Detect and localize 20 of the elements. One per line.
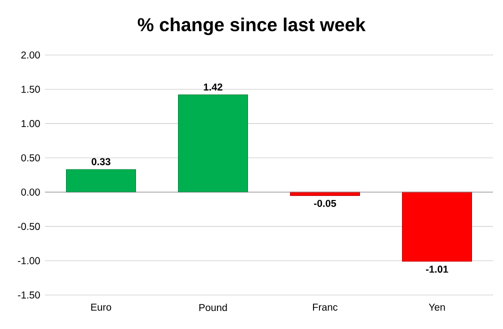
bar bbox=[402, 192, 472, 262]
y-tick-label: -0.50 bbox=[18, 222, 40, 230]
x-tick-label: Euro bbox=[91, 304, 112, 311]
data-label: 0.33 bbox=[92, 158, 110, 166]
y-tick-label: 1.50 bbox=[22, 86, 40, 93]
x-tick-label: Pound bbox=[199, 304, 227, 312]
y-tick-label: 2.00 bbox=[21, 51, 40, 59]
data-label: 1.42 bbox=[204, 84, 222, 91]
data-label: -0.05 bbox=[314, 200, 336, 207]
x-tick-label: Yen bbox=[428, 304, 445, 311]
bar bbox=[66, 169, 136, 192]
y-tick-label: 0.00 bbox=[21, 188, 40, 196]
data-label: -1.01 bbox=[426, 266, 448, 273]
x-tick-label: Franc bbox=[313, 304, 338, 311]
y-tick-label: 1.00 bbox=[22, 120, 40, 128]
y-tick-label: 0.50 bbox=[21, 154, 40, 162]
chart-title: % change since last week bbox=[138, 18, 366, 36]
y-tick-label: -1.00 bbox=[18, 257, 40, 264]
bar bbox=[178, 94, 248, 192]
y-tick-label: -1.50 bbox=[18, 291, 40, 299]
